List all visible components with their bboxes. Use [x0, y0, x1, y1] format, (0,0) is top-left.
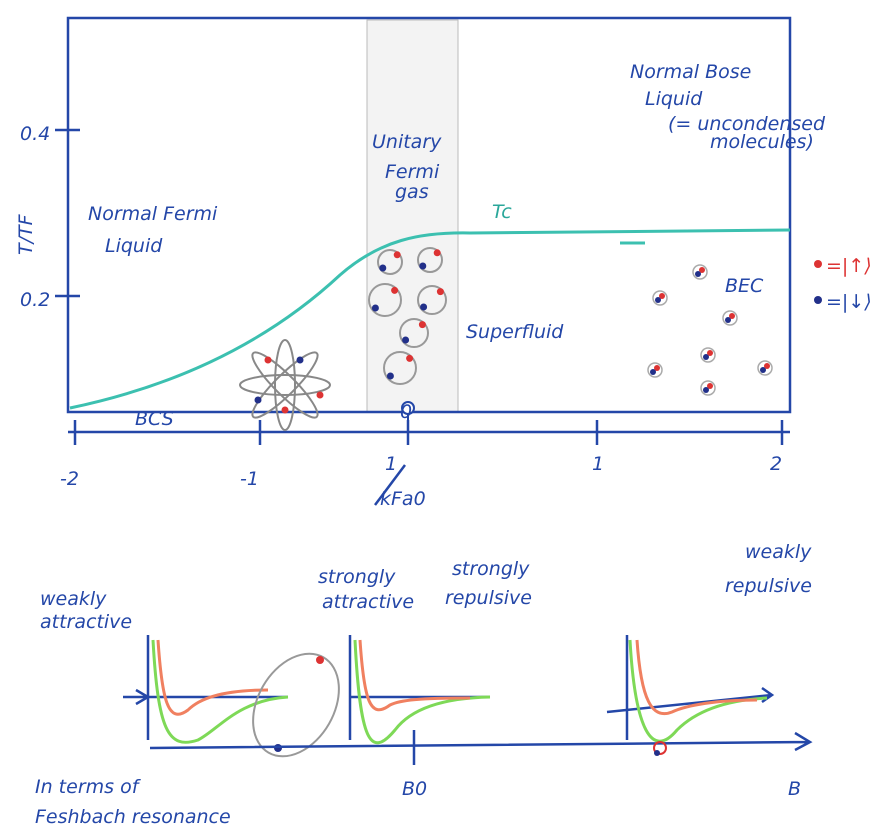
x-tick: 0 — [400, 401, 412, 423]
molecule-part — [695, 271, 701, 277]
interaction-label: weakly — [40, 588, 107, 610]
molecule-part — [282, 407, 289, 414]
x-tick: 2 — [770, 453, 782, 475]
molecule-part — [760, 367, 766, 373]
molecule-part — [419, 263, 426, 270]
molecule-part — [317, 392, 324, 399]
molecule-part — [372, 305, 379, 312]
legend-marker — [814, 296, 822, 304]
region-label: BCS — [135, 408, 174, 430]
potential-sketches — [123, 635, 810, 772]
molecule-part — [297, 357, 304, 364]
region-label: Normal Fermi — [88, 203, 218, 225]
x-label-num: 1 — [385, 453, 397, 475]
legend-marker — [814, 260, 822, 268]
caption: Feshbach resonance — [35, 806, 231, 828]
y-tick: 0.2 — [20, 289, 50, 311]
legend-label: =|↓⟩ — [826, 291, 872, 313]
molecule-part — [379, 265, 386, 272]
molecule-part — [703, 354, 709, 360]
interaction-label: repulsive — [445, 587, 532, 609]
region-label: Fermi — [385, 161, 440, 183]
region-label: Normal Bose — [630, 61, 751, 83]
region-label: Liquid — [105, 235, 163, 257]
region-label: Unitary — [372, 131, 442, 153]
molecule-part — [655, 297, 661, 303]
interaction-label: repulsive — [725, 575, 812, 597]
region-label: molecules) — [710, 131, 814, 153]
x-tick: 1 — [592, 453, 604, 475]
molecule-part — [265, 357, 272, 364]
molecule-part — [387, 373, 394, 380]
molecule-part — [275, 340, 295, 430]
legend-label: =|↑⟩ — [826, 255, 872, 277]
molecule-part — [703, 387, 709, 393]
x-label-den: kFa0 — [380, 488, 426, 510]
interaction-label: weakly — [745, 541, 812, 563]
molecule-part — [394, 251, 401, 258]
molecule-part — [650, 369, 656, 375]
diagram: 0.4 0.2 T/TF -2 -1 0 1 2 1 kFa0 Normal F… — [0, 0, 886, 835]
x-tick: -2 — [60, 468, 79, 490]
region-label: Liquid — [645, 88, 703, 110]
molecule-part — [437, 288, 444, 295]
molecule-part — [725, 317, 731, 323]
region-label: Superfluid — [466, 321, 564, 343]
molecule-part — [420, 304, 427, 311]
unitary-band — [367, 20, 458, 412]
interaction-label: attractive — [40, 611, 132, 633]
b0-label: B0 — [402, 778, 427, 800]
y-tick: 0.4 — [20, 123, 50, 145]
y-axis-label: T/TF — [15, 213, 37, 255]
x-tick: -1 — [240, 468, 259, 490]
region-label: BEC — [725, 275, 764, 297]
molecule-part — [255, 397, 262, 404]
molecule-part — [406, 355, 413, 362]
interaction-label: strongly — [318, 566, 396, 588]
region-label: gas — [395, 181, 429, 203]
interaction-label: strongly — [452, 558, 530, 580]
interaction-label: attractive — [322, 591, 414, 613]
caption: In terms of — [35, 776, 142, 798]
molecule-part — [240, 375, 330, 395]
molecule-part — [419, 321, 426, 328]
b-axis-label: B — [788, 778, 801, 800]
molecule-part — [434, 249, 441, 256]
molecule-part — [391, 287, 398, 294]
molecule-part — [402, 337, 409, 344]
curve-label: Tc — [492, 201, 512, 223]
